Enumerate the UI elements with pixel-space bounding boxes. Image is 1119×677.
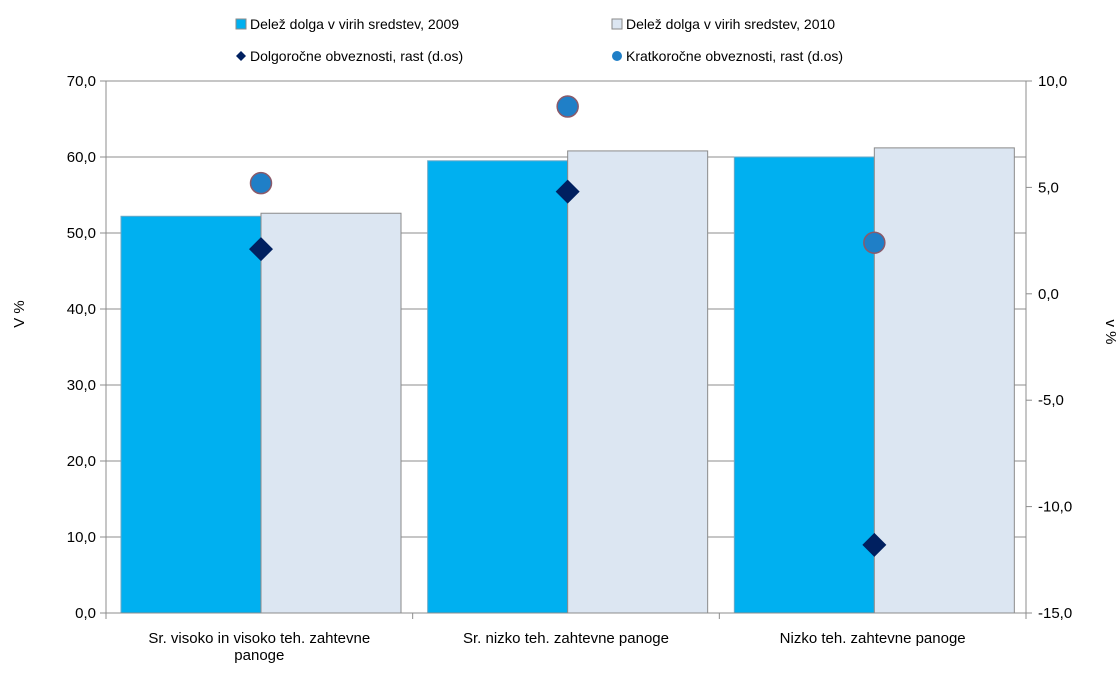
legend-label: Delež dolga v virih sredstev, 2009 <box>250 16 459 32</box>
circle-marker <box>249 171 273 195</box>
left-tick-label: 70,0 <box>67 73 96 90</box>
legend-swatch <box>611 18 623 30</box>
category-label: panoge <box>234 647 284 664</box>
diamond-marker <box>862 532 887 557</box>
left-tick-label: 20,0 <box>67 453 96 470</box>
legend-label: Dolgoročne obveznosti, rast (d.os) <box>250 48 463 64</box>
right-axis-title: v % <box>1102 319 1119 344</box>
axes <box>105 81 1027 619</box>
right-tick-label: 5,0 <box>1038 179 1059 196</box>
markers <box>249 95 887 557</box>
diamond-marker <box>555 179 580 204</box>
left-tick-label: 40,0 <box>67 301 96 318</box>
legend-swatch <box>236 51 246 61</box>
category-labels: Sr. visoko in visoko teh. zahtevnepanoge… <box>148 630 965 664</box>
diamond-marker <box>249 237 273 262</box>
legend-label: Delež dolga v virih sredstev, 2010 <box>626 16 835 32</box>
right-tick-label: 0,0 <box>1038 286 1059 303</box>
bar <box>567 150 709 614</box>
bar <box>120 215 262 614</box>
legend-swatch <box>235 18 247 30</box>
left-axis-title: V % <box>11 300 28 328</box>
left-tick-label: 0,0 <box>75 605 96 622</box>
left-tick-label: 30,0 <box>67 377 96 394</box>
left-tick-label: 50,0 <box>67 225 96 242</box>
category-label: Nizko teh. zahtevne panoge <box>780 630 966 647</box>
circle-marker <box>863 231 886 254</box>
right-tick-label: -10,0 <box>1038 499 1072 516</box>
right-tick-label: -15,0 <box>1038 605 1072 622</box>
bar <box>427 160 569 614</box>
bar <box>873 147 1015 614</box>
left-tick-label: 60,0 <box>67 149 96 166</box>
legend: Delež dolga v virih sredstev, 2009 Delež … <box>235 16 843 64</box>
right-tick-label: 10,0 <box>1038 73 1067 90</box>
circle-marker <box>556 95 579 118</box>
legend-label: Kratkoročne obveznosti, rast (d.os) <box>626 48 843 64</box>
bar <box>260 212 402 614</box>
category-label: Sr. visoko in visoko teh. zahtevne <box>148 630 370 647</box>
left-axis-ticks: 0,0 10,0 20,0 30,0 40,0 50,0 60,0 70,0 <box>67 73 106 622</box>
category-label: Sr. nizko teh. zahtevne panoge <box>463 630 669 647</box>
bar <box>733 156 875 614</box>
legend-swatch <box>612 51 622 61</box>
left-tick-label: 10,0 <box>67 529 96 546</box>
right-axis-ticks: -15,0 -10,0 -5,0 0,0 5,0 10,0 <box>1026 73 1072 622</box>
right-tick-label: -5,0 <box>1038 392 1064 409</box>
